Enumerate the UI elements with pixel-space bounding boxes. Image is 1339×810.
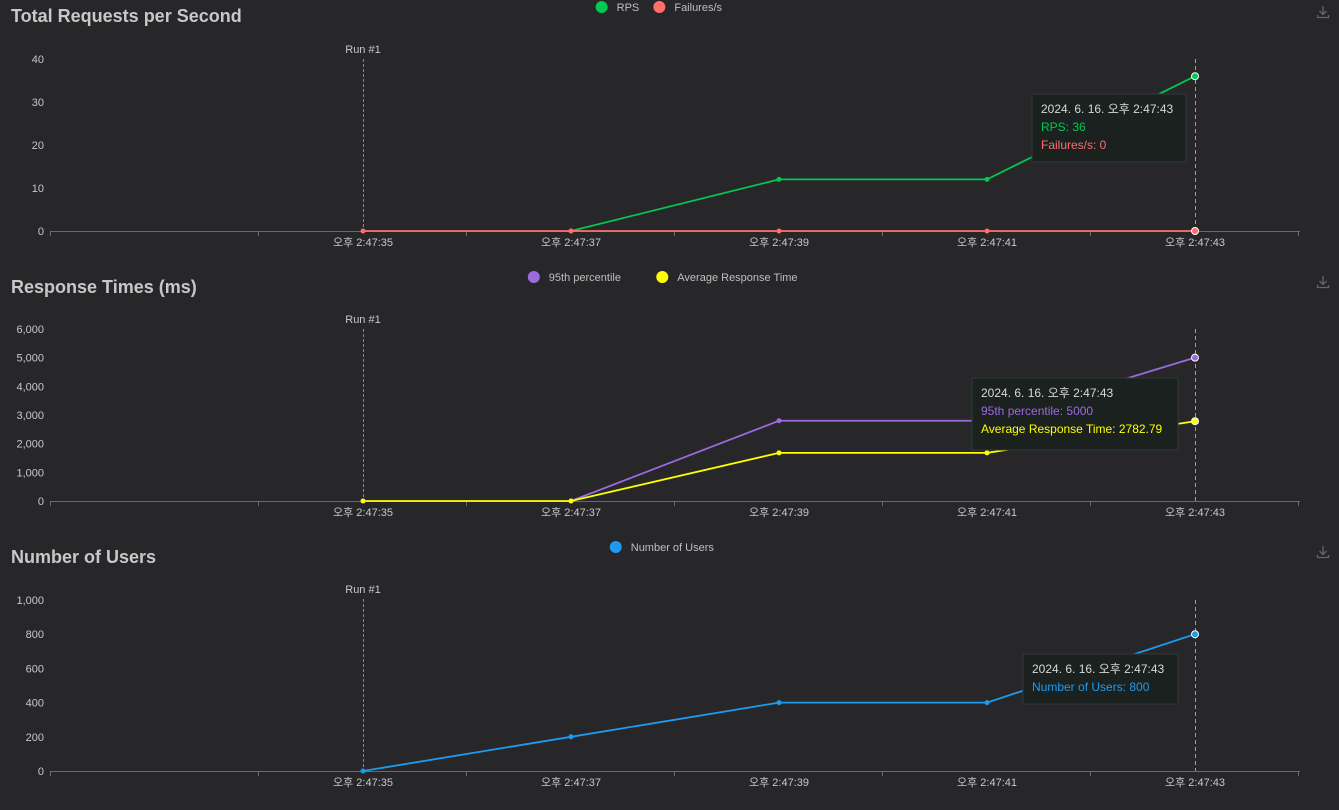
data-point[interactable] [984, 450, 990, 456]
y-tick-label: 800 [26, 629, 44, 641]
data-point[interactable] [776, 700, 782, 706]
y-tick-label: 0 [38, 226, 44, 238]
tooltip-value: 95th percentile: 5000 [981, 404, 1093, 418]
tooltip-value: RPS: 36 [1041, 120, 1086, 134]
x-tick-label: 오후 2:47:37 [541, 506, 601, 519]
users-panel: Number of Users Number of Users 0 200 400 60… [0, 540, 1339, 810]
data-point[interactable] [776, 228, 782, 234]
x-tick-label: 오후 2:47:37 [541, 776, 601, 789]
data-point[interactable] [776, 176, 782, 182]
run-marker-label: Run #1 [345, 584, 380, 596]
y-tick-label: 3,000 [16, 410, 44, 422]
data-point[interactable] [776, 450, 782, 456]
data-point[interactable] [1191, 353, 1199, 362]
x-tick-label: 오후 2:47:39 [749, 506, 809, 519]
data-point[interactable] [360, 228, 366, 234]
y-tick-label: 2,000 [16, 439, 44, 451]
y-tick-label: 4,000 [16, 381, 44, 393]
legend-marker[interactable] [595, 1, 608, 13]
run-marker-label: Run #1 [345, 314, 380, 326]
response-times-chart: 95th percentile Average Response Time 0 1,0… [16, 271, 1300, 519]
x-tick-label: 오후 2:47:35 [333, 506, 393, 519]
data-point[interactable] [1191, 227, 1199, 235]
legend-label[interactable]: Number of Users [631, 542, 715, 554]
y-tick-label: 20 [32, 140, 44, 152]
x-tick-label: 오후 2:47:41 [957, 776, 1017, 789]
download-icon[interactable] [1315, 544, 1331, 560]
run-marker-label: Run #1 [345, 44, 380, 56]
y-tick-label: 1,000 [16, 595, 44, 607]
x-tick-label: 오후 2:47:43 [1165, 236, 1225, 249]
panel-title: Number of Users [11, 547, 157, 567]
data-point[interactable] [360, 768, 366, 774]
legend-label[interactable]: 95th percentile [549, 272, 621, 284]
data-point[interactable] [568, 498, 574, 504]
y-tick-label: 1,000 [16, 467, 44, 479]
x-tick-label: 오후 2:47:39 [749, 236, 809, 249]
users-chart: Number of Users 0 200 400 600 800 1,000 오후 2:47… [16, 541, 1300, 789]
response-times-panel: Response Times (ms) 95th percentile Avera… [0, 270, 1339, 540]
y-tick-label: 40 [32, 54, 44, 66]
data-point[interactable] [568, 228, 574, 234]
panel-title: Total Requests per Second [11, 6, 242, 26]
tooltip-value: Failures/s: 0 [1041, 138, 1107, 152]
tooltip-date: 2024. 6. 16. 오후 2:47:43 [1032, 662, 1164, 676]
x-tick-label: 오후 2:47:37 [541, 236, 601, 249]
data-point[interactable] [984, 700, 990, 706]
x-tick-label: 오후 2:47:39 [749, 776, 809, 789]
y-tick-label: 30 [32, 97, 44, 109]
tooltip-box [971, 377, 1179, 451]
y-tick-label: 400 [26, 698, 44, 710]
rps-chart: RPS Failures/s 0 10 20 30 40 오후 2:47:35 오후 2:47:… [32, 1, 1300, 249]
y-tick-label: 600 [26, 663, 44, 675]
data-point[interactable] [568, 734, 574, 740]
x-tick-label: 오후 2:47:43 [1165, 506, 1225, 519]
panel-title: Response Times (ms) [11, 277, 197, 297]
tooltip-box [1031, 93, 1187, 163]
tooltip-date: 2024. 6. 16. 오후 2:47:43 [1041, 102, 1173, 116]
tooltip-value: Average Response Time: 2782.79 [981, 422, 1163, 436]
data-point[interactable] [1191, 630, 1199, 639]
tooltip-value: Number of Users: 800 [1032, 680, 1150, 694]
legend-marker[interactable] [656, 271, 669, 283]
y-tick-label: 5,000 [16, 353, 44, 365]
download-icon[interactable] [1315, 274, 1331, 290]
legend-marker[interactable] [527, 271, 540, 283]
legend-marker[interactable] [609, 541, 622, 553]
tooltip-date: 2024. 6. 16. 오후 2:47:43 [981, 386, 1113, 400]
download-icon[interactable] [1315, 4, 1331, 20]
y-tick-label: 0 [38, 496, 44, 508]
legend-label[interactable]: Failures/s [674, 2, 722, 14]
x-tick-label: 오후 2:47:41 [957, 236, 1017, 249]
data-point[interactable] [1191, 72, 1199, 81]
legend-marker[interactable] [653, 1, 666, 13]
rps-panel: Total Requests per Second RPS Failures/s 0… [0, 0, 1339, 270]
data-point[interactable] [360, 498, 366, 504]
y-tick-label: 0 [38, 766, 44, 778]
y-tick-label: 200 [26, 732, 44, 744]
data-point[interactable] [984, 176, 990, 182]
tooltip-box [1022, 653, 1179, 705]
legend-label[interactable]: RPS [617, 2, 640, 14]
legend-label[interactable]: Average Response Time [677, 272, 797, 284]
data-point[interactable] [1191, 417, 1199, 426]
x-tick-label: 오후 2:47:41 [957, 506, 1017, 519]
x-tick-label: 오후 2:47:35 [333, 236, 393, 249]
y-tick-label: 10 [32, 183, 44, 195]
x-tick-label: 오후 2:47:43 [1165, 776, 1225, 789]
data-point[interactable] [776, 418, 782, 424]
data-point[interactable] [984, 228, 990, 234]
y-tick-label: 6,000 [16, 324, 44, 336]
x-tick-label: 오후 2:47:35 [333, 776, 393, 789]
